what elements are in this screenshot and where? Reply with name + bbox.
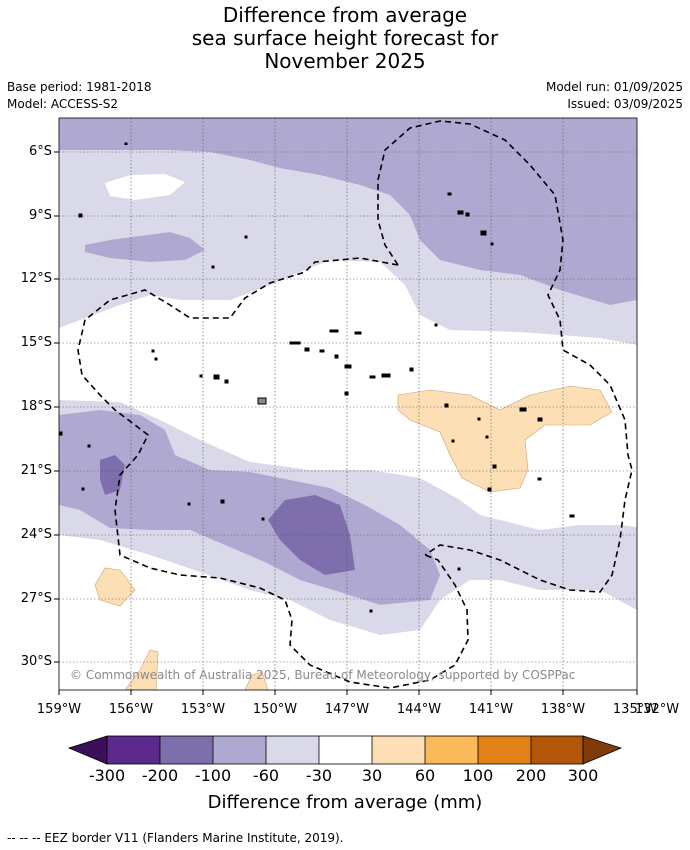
lon-tick-label: 132°W: [634, 702, 680, 717]
anomaly-positive-patch-south-2: [244, 671, 269, 690]
colorbar-label: 200: [515, 766, 547, 785]
colorbar-label: -60: [252, 766, 280, 785]
colorbar-label: 30: [361, 766, 383, 785]
eez-footnote: -- -- -- EEZ border V11 (Flanders Marine…: [7, 831, 344, 845]
colorbar-label: -300: [88, 766, 126, 785]
lon-tick-label: 135°W: [612, 702, 658, 717]
colorbar-extend-low: [67, 735, 108, 765]
map-title-line-3: November 2025: [264, 49, 426, 73]
lat-tick-label: 12°S: [20, 271, 52, 286]
lon-tick-label: 150°W: [252, 702, 298, 717]
colorbar-swatch: [107, 736, 160, 764]
axis-ticks: [54, 151, 638, 695]
lat-tick-label: 6°S: [28, 144, 52, 159]
lon-tick-label: 141°W: [468, 702, 514, 717]
anomaly-positive-blob: [397, 385, 613, 493]
anomaly-positive-patch-south-1: [124, 649, 159, 690]
anomaly-blob-medium-west: [85, 232, 205, 262]
colorbar-label: 100: [462, 766, 494, 785]
eez-border: [77, 120, 633, 689]
colorbar-extend-high: [582, 735, 623, 765]
issued-date: Issued: 03/09/2025: [567, 97, 683, 111]
colorbar-swatch: [266, 736, 319, 764]
colorbar-label: -100: [194, 766, 232, 785]
colorbar-label: 300: [567, 766, 599, 785]
colorbar-title: Difference from average (mm): [207, 792, 483, 813]
map-frame: [58, 117, 638, 691]
lon-tick-label: 147°W: [324, 702, 370, 717]
model-run: Model run: 01/09/2025: [545, 80, 683, 94]
colorbar-swatch: [425, 736, 478, 764]
map-title-line-1: Difference from average: [222, 3, 468, 27]
colorbar-swatch: [372, 736, 425, 764]
map-title-line-2: sea surface height forecast for: [191, 26, 499, 50]
lon-tick-label: 156°W: [108, 702, 154, 717]
colorbar-swatch: [319, 736, 372, 764]
map-panel: [54, 117, 638, 695]
colorbar-label: -200: [141, 766, 179, 785]
colorbar-label: -30: [305, 766, 333, 785]
colorbar-swatch: [531, 736, 583, 764]
lat-tick-label: 21°S: [20, 463, 52, 478]
base-period: Base period: 1981-2018: [7, 80, 152, 94]
islands: [59, 142, 575, 613]
lat-tick-label: 24°S: [20, 527, 52, 542]
model-name: Model: ACCESS-S2: [7, 97, 119, 111]
lat-tick-label: 15°S: [20, 335, 52, 350]
copyright-notice: © Commonwealth of Australia 2025, Bureau…: [70, 668, 576, 682]
colorbar-swatch: [160, 736, 213, 764]
colorbar-swatch: [478, 736, 531, 764]
lon-tick-label: 159°W: [36, 702, 82, 717]
graticule: [59, 118, 637, 690]
colorbar: [67, 735, 623, 765]
anomaly-positive-blob-sw: [94, 567, 136, 607]
lat-tick-label: 18°S: [20, 399, 52, 414]
lon-tick-label: 138°W: [540, 702, 586, 717]
lon-tick-label: 144°W: [396, 702, 442, 717]
lon-tick-label: 153°W: [180, 702, 226, 717]
lat-tick-label: 9°S: [28, 208, 52, 223]
colorbar-swatch: [213, 736, 266, 764]
lat-tick-label: 30°S: [20, 654, 52, 669]
colorbar-label: 60: [414, 766, 436, 785]
lat-tick-label: 27°S: [20, 591, 52, 606]
anomaly-pocket-white: [105, 174, 185, 200]
anomaly-band-medium-north: [59, 118, 637, 305]
